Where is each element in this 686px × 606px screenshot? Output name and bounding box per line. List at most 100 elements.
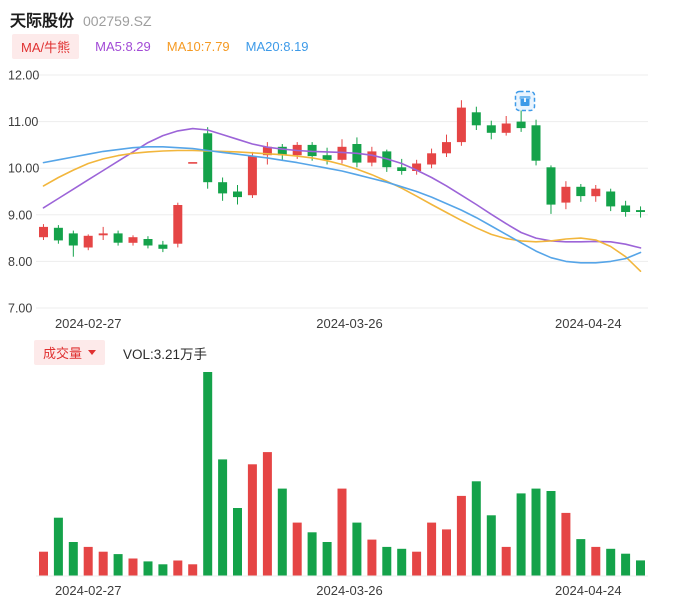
volume-bar <box>307 532 317 576</box>
volume-canvas[interactable] <box>0 366 686 578</box>
candle-body <box>591 188 601 197</box>
volume-bar <box>53 517 63 576</box>
volume-bar <box>188 564 198 576</box>
volume-bar <box>352 522 362 576</box>
y-axis-label: 8.00 <box>8 255 32 269</box>
candle-body <box>531 125 541 161</box>
candle-body <box>546 167 556 205</box>
ma-line-ma5 <box>42 127 642 249</box>
volume-chart[interactable] <box>0 366 686 578</box>
ma-mode-badge[interactable]: MA/牛熊 <box>12 34 80 59</box>
candle-body <box>83 235 93 248</box>
volume-legend: 成交量 VOL:3.21万手 <box>34 340 207 365</box>
volume-bar <box>39 551 48 576</box>
candle-body <box>501 123 511 133</box>
volume-bar <box>203 372 213 576</box>
x-axis-label: 2024-03-26 <box>316 583 383 598</box>
candle-body <box>397 167 407 171</box>
volume-bar <box>606 548 616 576</box>
volume-bar <box>486 515 496 576</box>
volume-bar <box>233 508 242 576</box>
volume-bar <box>397 548 407 576</box>
x-axis-label: 2024-04-24 <box>555 583 622 598</box>
volume-bar <box>83 546 93 576</box>
volume-bar <box>636 560 645 576</box>
candle-body <box>561 186 571 203</box>
candlestick-canvas[interactable]: 12.00 11.00 10.00 9.00 8.00 7.00 <box>0 64 686 316</box>
candle-body <box>113 233 123 243</box>
ma20-legend: MA20:8.19 <box>245 39 309 54</box>
price-x-axis: 2024-02-27 2024-03-26 2024-04-24 <box>0 314 686 334</box>
price-chart[interactable]: 12.00 11.00 10.00 9.00 8.00 7.00 <box>0 64 686 316</box>
ma-mode-label: MA/牛熊 <box>21 40 71 55</box>
y-axis-label: 12.00 <box>8 69 39 83</box>
volume-bar <box>277 488 287 576</box>
volume-bar <box>322 542 332 576</box>
volume-bar <box>337 488 347 576</box>
volume-bar <box>382 546 392 576</box>
volume-bar <box>591 546 601 576</box>
y-axis-label: 9.00 <box>8 208 32 222</box>
volume-bar <box>158 564 168 576</box>
ma-line-ma10 <box>42 149 642 272</box>
x-axis-label: 2024-02-27 <box>54 583 122 598</box>
candle-body <box>307 144 317 157</box>
volume-bar <box>576 539 586 576</box>
ma-legend: MA/牛熊 MA5:8.29 MA10:7.79 MA20:8.19 <box>12 34 309 59</box>
volume-bar <box>412 551 422 576</box>
caret-down-icon <box>88 350 97 355</box>
candle-body <box>128 237 138 243</box>
volume-readout: VOL:3.21万手 <box>123 346 208 362</box>
volume-bar <box>427 522 437 576</box>
volume-bar <box>173 560 183 576</box>
candle-body <box>322 155 332 160</box>
volume-bar <box>262 452 272 576</box>
volume-bar <box>68 542 78 576</box>
candle-body <box>143 239 153 246</box>
candle-body <box>516 121 526 129</box>
candle-body <box>39 226 48 238</box>
candle-body <box>606 191 616 207</box>
candle-body <box>53 227 63 241</box>
ma10-legend: MA10:7.79 <box>166 39 230 54</box>
event-marker-icon[interactable] <box>514 90 536 112</box>
y-axis-label: 11.00 <box>8 115 38 129</box>
candle-body <box>367 151 377 163</box>
volume-bar <box>98 551 108 576</box>
volume-bar <box>561 512 571 576</box>
candle-body <box>173 205 183 244</box>
candle-body <box>337 146 347 160</box>
volume-selector-badge[interactable]: 成交量 <box>34 340 106 365</box>
candle-body <box>621 205 631 212</box>
candle-body <box>576 186 586 197</box>
volume-bar <box>113 554 123 576</box>
candle-body <box>203 133 213 183</box>
candle-body <box>442 142 451 154</box>
stock-code: 002759.SZ <box>83 13 152 29</box>
candle-body <box>158 244 168 249</box>
candle-body <box>218 182 228 194</box>
candle-body <box>471 112 481 126</box>
candle-body <box>247 156 257 196</box>
candle-body <box>233 191 242 198</box>
stock-name: 天际股份 <box>10 13 75 30</box>
candle-body <box>68 233 78 246</box>
candle-body <box>427 153 437 165</box>
volume-bar <box>501 546 511 576</box>
y-axis-label: 7.00 <box>8 302 32 316</box>
x-axis-label: 2024-03-26 <box>316 316 383 331</box>
volume-selector-label: 成交量 <box>43 346 83 361</box>
volume-bar <box>292 522 302 576</box>
volume-bar <box>367 539 377 576</box>
volume-bar <box>218 459 228 576</box>
candle-body <box>486 125 496 133</box>
candle-body <box>456 107 466 143</box>
ma5-legend: MA5:8.29 <box>95 39 151 54</box>
volume-bar <box>247 464 257 576</box>
volume-bar <box>456 495 466 576</box>
x-axis-label: 2024-02-27 <box>54 316 122 331</box>
volume-bar <box>143 561 153 576</box>
candle-body <box>188 162 198 164</box>
volume-x-axis: 2024-02-27 2024-03-26 2024-04-24 <box>0 581 686 601</box>
